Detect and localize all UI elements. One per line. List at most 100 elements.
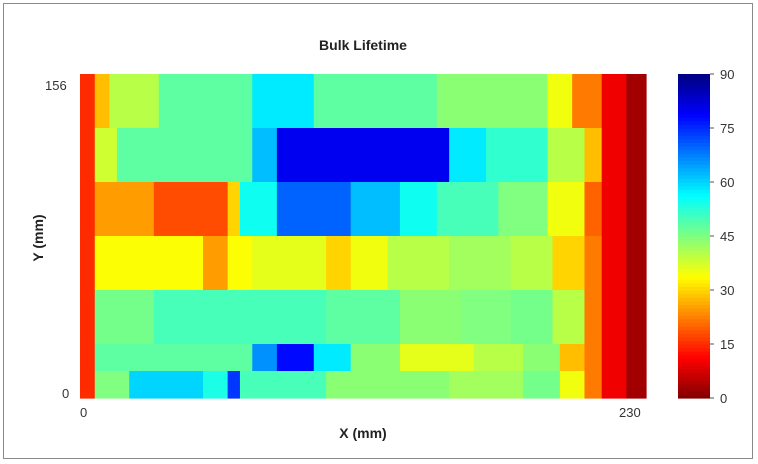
- heatmap-cell-r1-s2: [116, 128, 253, 183]
- x-tick-left: 0: [80, 405, 88, 420]
- colorbar-band-4: [678, 380, 710, 385]
- colorbar-band-72: [678, 135, 710, 140]
- colorbar-band-84: [678, 92, 710, 97]
- heatmap-cell-r6-s2: [129, 371, 204, 399]
- heatmap-cell-r1-s8: [547, 128, 586, 183]
- colorbar-band-35: [678, 268, 710, 273]
- heatmap-cell-r3-s12: [601, 236, 627, 291]
- y-tick-bottom: 0: [62, 386, 70, 401]
- heatmap-cell-r3-s9: [510, 236, 554, 291]
- colorbar-band-33: [678, 275, 710, 280]
- colorbar-band-28: [678, 293, 710, 298]
- heatmap-cell-r3-s13: [626, 236, 647, 291]
- colorbar-band-24: [678, 308, 710, 313]
- colorbar-band-74: [678, 128, 710, 133]
- colorbar-band-76: [678, 120, 710, 125]
- colorbar-band-25: [678, 304, 710, 309]
- colorbar-band-85: [678, 88, 710, 93]
- heatmap-cell-r1-s0: [80, 128, 96, 183]
- colorbar-band-11: [678, 354, 710, 359]
- colorbar-band-15: [678, 340, 710, 345]
- heatmap-cell-r0-s6: [436, 74, 549, 129]
- heatmap-cell-r3-s10: [552, 236, 586, 291]
- colorbar-band-87: [678, 81, 710, 86]
- heatmap-cell-r5-s1: [94, 344, 253, 372]
- chart-title: Bulk Lifetime: [319, 37, 407, 53]
- colorbar-band-3: [678, 383, 710, 388]
- heatmap-cell-r1-s10: [601, 128, 627, 183]
- colorbar-band-70: [678, 142, 710, 147]
- colorbar-band-12: [678, 351, 710, 356]
- heatmap-cell-r5-s11: [601, 344, 627, 372]
- colorbar-band-73: [678, 131, 710, 136]
- heatmap-cell-r1-s5: [363, 128, 450, 183]
- colorbar-band-21: [678, 318, 710, 323]
- colorbar-band-40: [678, 250, 710, 255]
- colorbar-band-45: [678, 232, 710, 237]
- heatmap-cell-r2-s1: [94, 182, 155, 237]
- colorbar-band-16: [678, 336, 710, 341]
- heatmap-cell-r5-s3: [276, 344, 315, 372]
- colorbar-band-1: [678, 390, 710, 395]
- colorbar-band-20: [678, 322, 710, 327]
- colorbar-band-43: [678, 239, 710, 244]
- heatmap-cell-r6-s4: [227, 371, 241, 399]
- heatmap-cell-r2-s3: [227, 182, 241, 237]
- colorbar-band-63: [678, 167, 710, 172]
- heatmap-cell-r6-s9: [559, 371, 586, 399]
- heatmap-cell-r0-s3: [158, 74, 253, 129]
- colorbar-band-46: [678, 228, 710, 233]
- heatmap-cell-r5-s8: [522, 344, 561, 372]
- colorbar-band-37: [678, 261, 710, 266]
- colorbar-band-14: [678, 344, 710, 349]
- heatmap-cell-r1-s9: [584, 128, 603, 183]
- colorbar-band-7: [678, 369, 710, 374]
- heatmap-cell-r2-s8: [436, 182, 499, 237]
- colorbar-band-41: [678, 246, 710, 251]
- colorbar-band-60: [678, 178, 710, 183]
- colorbar-band-59: [678, 182, 710, 187]
- heatmap-cell-r4-s9: [601, 290, 627, 345]
- colorbar-band-57: [678, 189, 710, 194]
- y-tick-top: 156: [45, 78, 67, 93]
- colorbar-band-80: [678, 106, 710, 111]
- heatmap-cell-r4-s7: [552, 290, 586, 345]
- colorbar-band-79: [678, 110, 710, 115]
- colorbar-band-13: [678, 347, 710, 352]
- x-tick-right: 230: [619, 405, 641, 420]
- heatmap-cell-r6-s12: [626, 371, 647, 399]
- heatmap-cell-r5-s9: [559, 344, 586, 372]
- heatmap-cell-r0-s7: [547, 74, 573, 129]
- heatmap-cell-r3-s0: [80, 236, 96, 291]
- heatmap-cell-r2-s6: [350, 182, 401, 237]
- heatmap-cell-r5-s4: [313, 344, 352, 372]
- colorbar-tick-label-1: 15: [720, 337, 734, 352]
- heatmap-cell-r2-s12: [601, 182, 627, 237]
- heatmap-cell-r3-s1: [94, 236, 204, 291]
- colorbar-band-61: [678, 174, 710, 179]
- colorbar-band-48: [678, 221, 710, 226]
- colorbar-band-66: [678, 156, 710, 161]
- heatmap-cell-r2-s7: [399, 182, 438, 237]
- heatmap-cell-r2-s5: [276, 182, 352, 237]
- colorbar-band-17: [678, 333, 710, 338]
- colorbar-band-30: [678, 286, 710, 291]
- heatmap-cell-r4-s4: [399, 290, 463, 345]
- colorbar-band-22: [678, 315, 710, 320]
- colorbar-band-10: [678, 358, 710, 363]
- colorbar-band-82: [678, 99, 710, 104]
- heatmap-cell-r1-s4: [276, 128, 364, 183]
- colorbar-band-32: [678, 279, 710, 284]
- heatmap-cell-r3-s8: [449, 236, 512, 291]
- colorbar-band-67: [678, 153, 710, 158]
- heatmap-cell-r3-s11: [584, 236, 603, 291]
- colorbar-band-47: [678, 225, 710, 230]
- colorbar-band-39: [678, 254, 710, 259]
- colorbar-band-19: [678, 326, 710, 331]
- colorbar-tick-label-0: 0: [720, 391, 727, 406]
- colorbar-band-71: [678, 138, 710, 143]
- heatmap-cell-r6-s1: [94, 371, 130, 399]
- colorbar-band-69: [678, 146, 710, 151]
- heatmap-cell-r6-s7: [449, 371, 524, 399]
- heatmap-cell-r4-s5: [461, 290, 512, 345]
